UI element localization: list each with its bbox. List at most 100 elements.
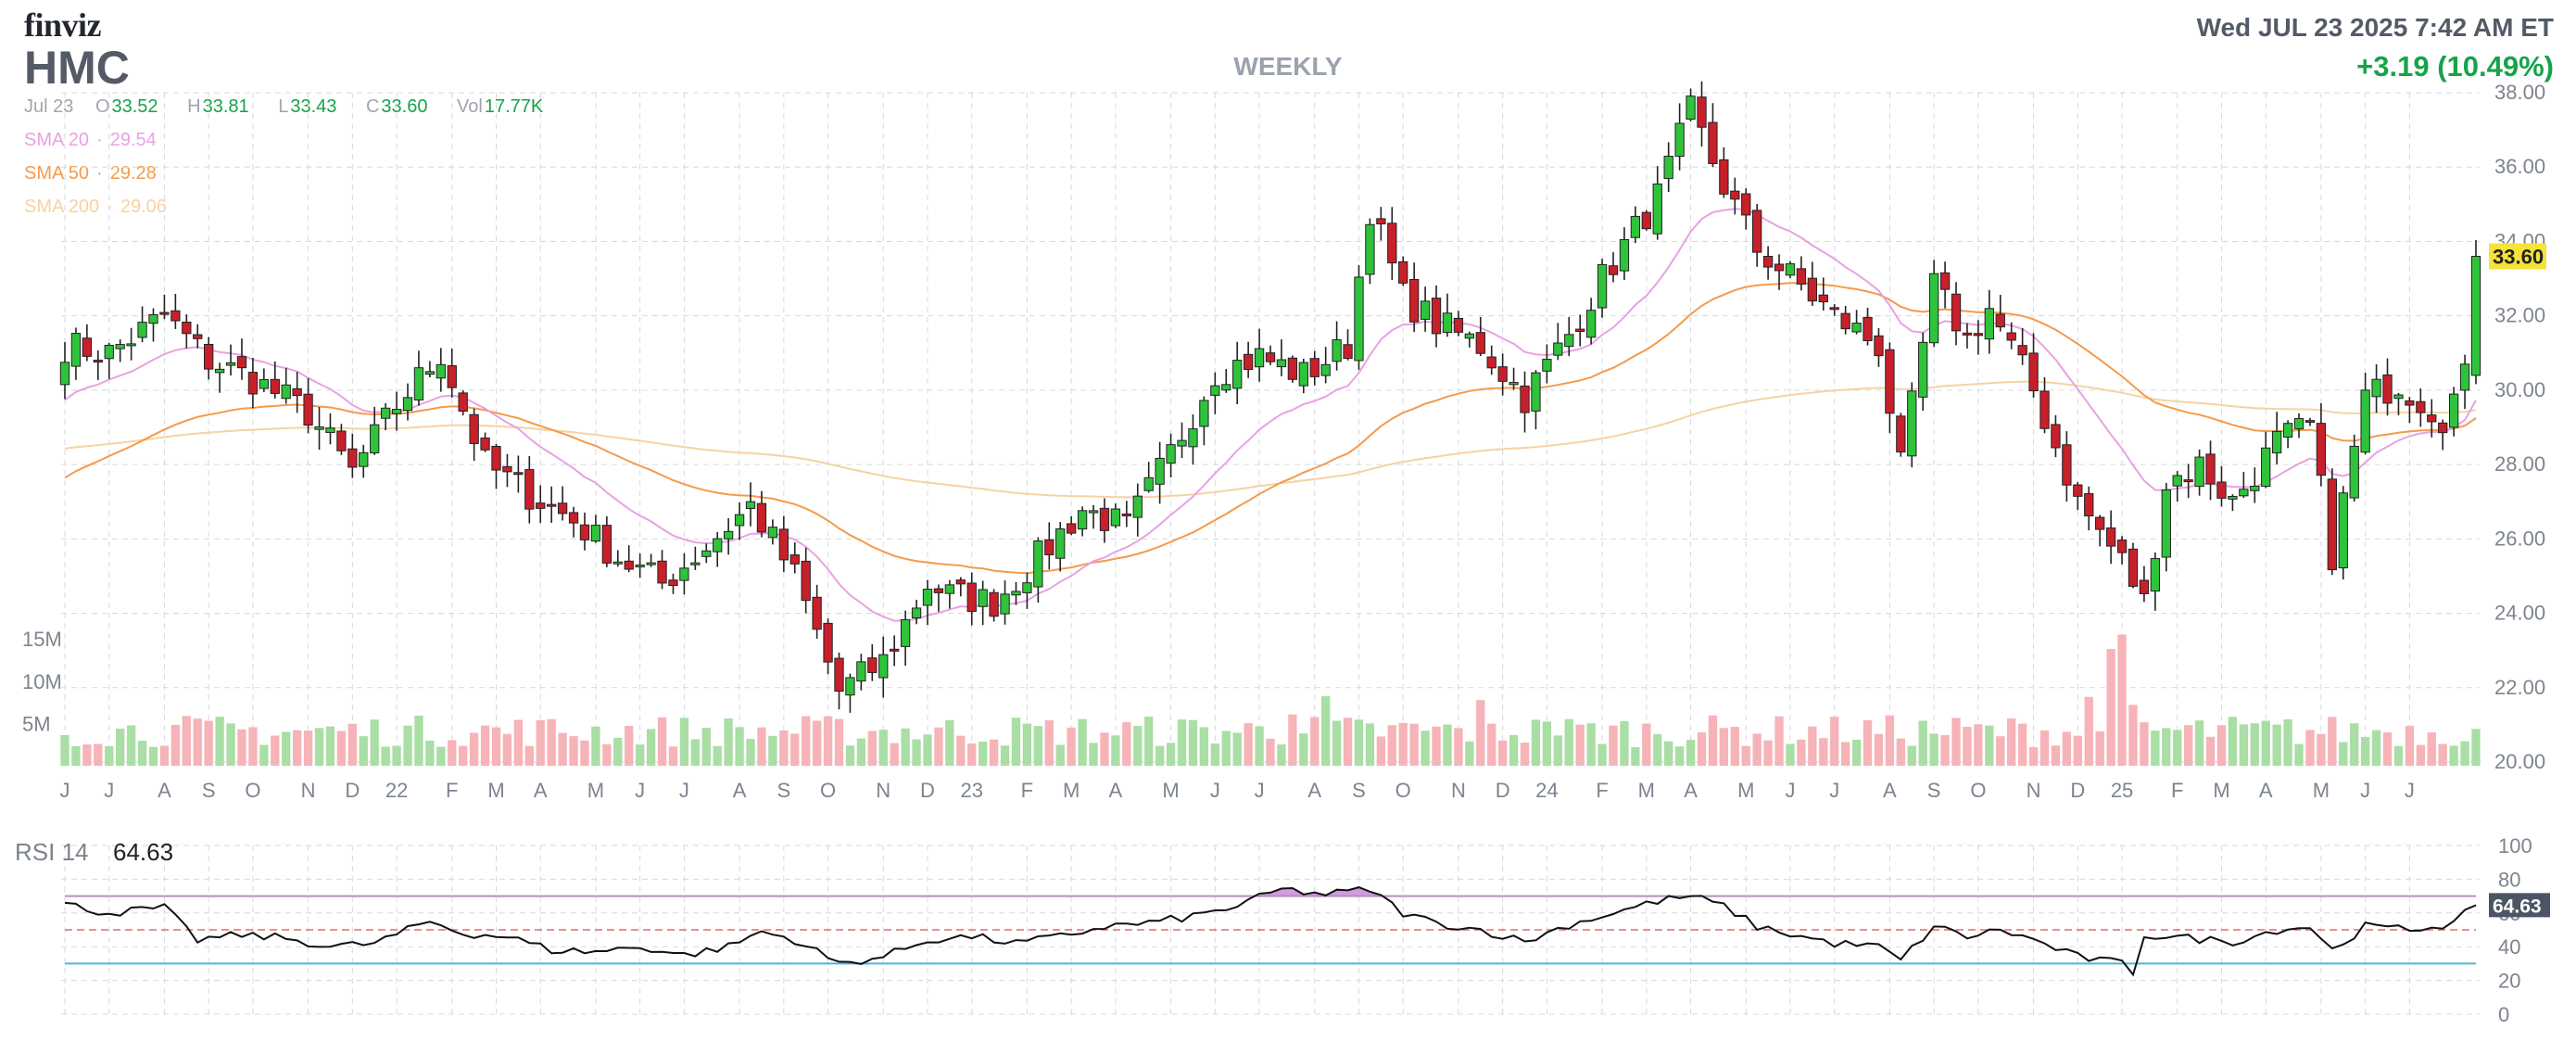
time-tick-label: F [1021,779,1033,802]
ohlc-date: Jul 23 [24,96,74,117]
volume-bar [2084,696,2093,766]
candle [1652,166,1662,240]
volume-bar [2073,735,2082,766]
candle-body [325,427,335,433]
ticker-symbol: HMC [24,42,130,94]
candle [2116,536,2128,565]
candle-body [690,562,701,565]
candle-body [1863,316,1873,342]
volume-bar [226,723,235,766]
candle-body [1741,193,1751,216]
volume-bar [2294,743,2304,766]
candle [2051,414,2061,458]
candle-body [801,560,811,602]
candle-body [2172,475,2182,487]
candle-body [536,502,546,509]
volume-bar [1786,743,1795,766]
volume-bar [2194,720,2204,766]
volume-bar [215,717,224,766]
volume-bar [1321,696,1331,766]
candle [2438,419,2448,451]
rsi-tick-label: 40 [2498,935,2520,959]
candle [1420,286,1431,332]
candle [900,610,911,667]
sma-200-legend[interactable]: SMA 200 · 29.06 [24,197,167,217]
volume-bar [1277,744,1286,766]
candle [2239,472,2249,499]
candle [1984,289,1994,354]
candle-body [1818,294,1828,303]
volume-bar [403,725,412,766]
price-tick-label: 38.00 [2494,81,2545,104]
candle-body [1785,263,1796,276]
sma-50-label: SMA 50 [24,163,90,184]
candle-body [646,562,656,565]
sma-20-legend[interactable]: SMA 20 · 29.54 [24,130,157,150]
volume-bar [1674,746,1685,766]
candle [1708,103,1718,168]
candle-body [1088,510,1099,514]
candle-body [2371,378,2381,398]
candle [1962,323,1973,349]
candle-body [966,582,977,613]
candle [447,348,457,398]
volume-bar [2393,745,2404,766]
volume-bar [1863,719,1873,766]
candle-body [1995,313,2005,328]
volume-bar [1210,743,1219,766]
volume-bar [1376,736,1386,766]
candle-body [259,378,269,389]
open-value: 33.52 [111,96,158,117]
time-tick-label: A [1109,779,1123,802]
volume-bar [1332,720,1342,766]
volume-bar [823,716,833,766]
candle [2150,553,2161,611]
volume-bar [834,718,844,766]
volume-bar [724,718,733,766]
candle-body [193,334,203,339]
volume-bar [2039,730,2050,766]
candle-body [601,525,612,564]
candle-body [579,524,590,540]
candle-body [989,591,999,617]
volume-bar [1885,715,1895,766]
candle [1774,254,1785,290]
rsi-line [64,886,2477,977]
candle-body [1354,276,1364,362]
candle [2272,412,2282,464]
volume-bar [2405,725,2415,766]
volume-bar [116,728,125,766]
candle-body [159,311,170,315]
candle [1531,370,1541,430]
candle [624,545,634,573]
candle-body [1486,356,1496,369]
candle [314,407,324,451]
candle [126,327,136,361]
candle [1907,382,1917,468]
candle-body [1918,341,1928,398]
sma-50-legend[interactable]: SMA 50 · 29.28 [24,163,157,184]
high-label: H [187,96,201,117]
candle-body [978,589,988,607]
time-tick-label: D [920,779,935,802]
candle [1486,345,1496,375]
candle [93,349,103,380]
candle-body [2017,345,2027,356]
candle-body [1564,334,1574,348]
volume-bar [1553,735,1562,766]
candle-body [922,589,933,606]
rsi-tick-label: 20 [2498,970,2520,993]
volume-bar [480,725,490,766]
volume-bar [2062,731,2072,766]
candle [1055,522,1066,572]
volume-bar [558,732,567,766]
candle [778,515,789,572]
finviz-logo[interactable]: finviz [24,6,102,44]
volume-bar [1398,722,1408,766]
candle [1619,227,1630,280]
candle-body [1077,510,1088,530]
volume-bar [82,744,92,766]
time-tick-label: D [345,779,360,802]
time-tick-label: O [245,779,260,802]
